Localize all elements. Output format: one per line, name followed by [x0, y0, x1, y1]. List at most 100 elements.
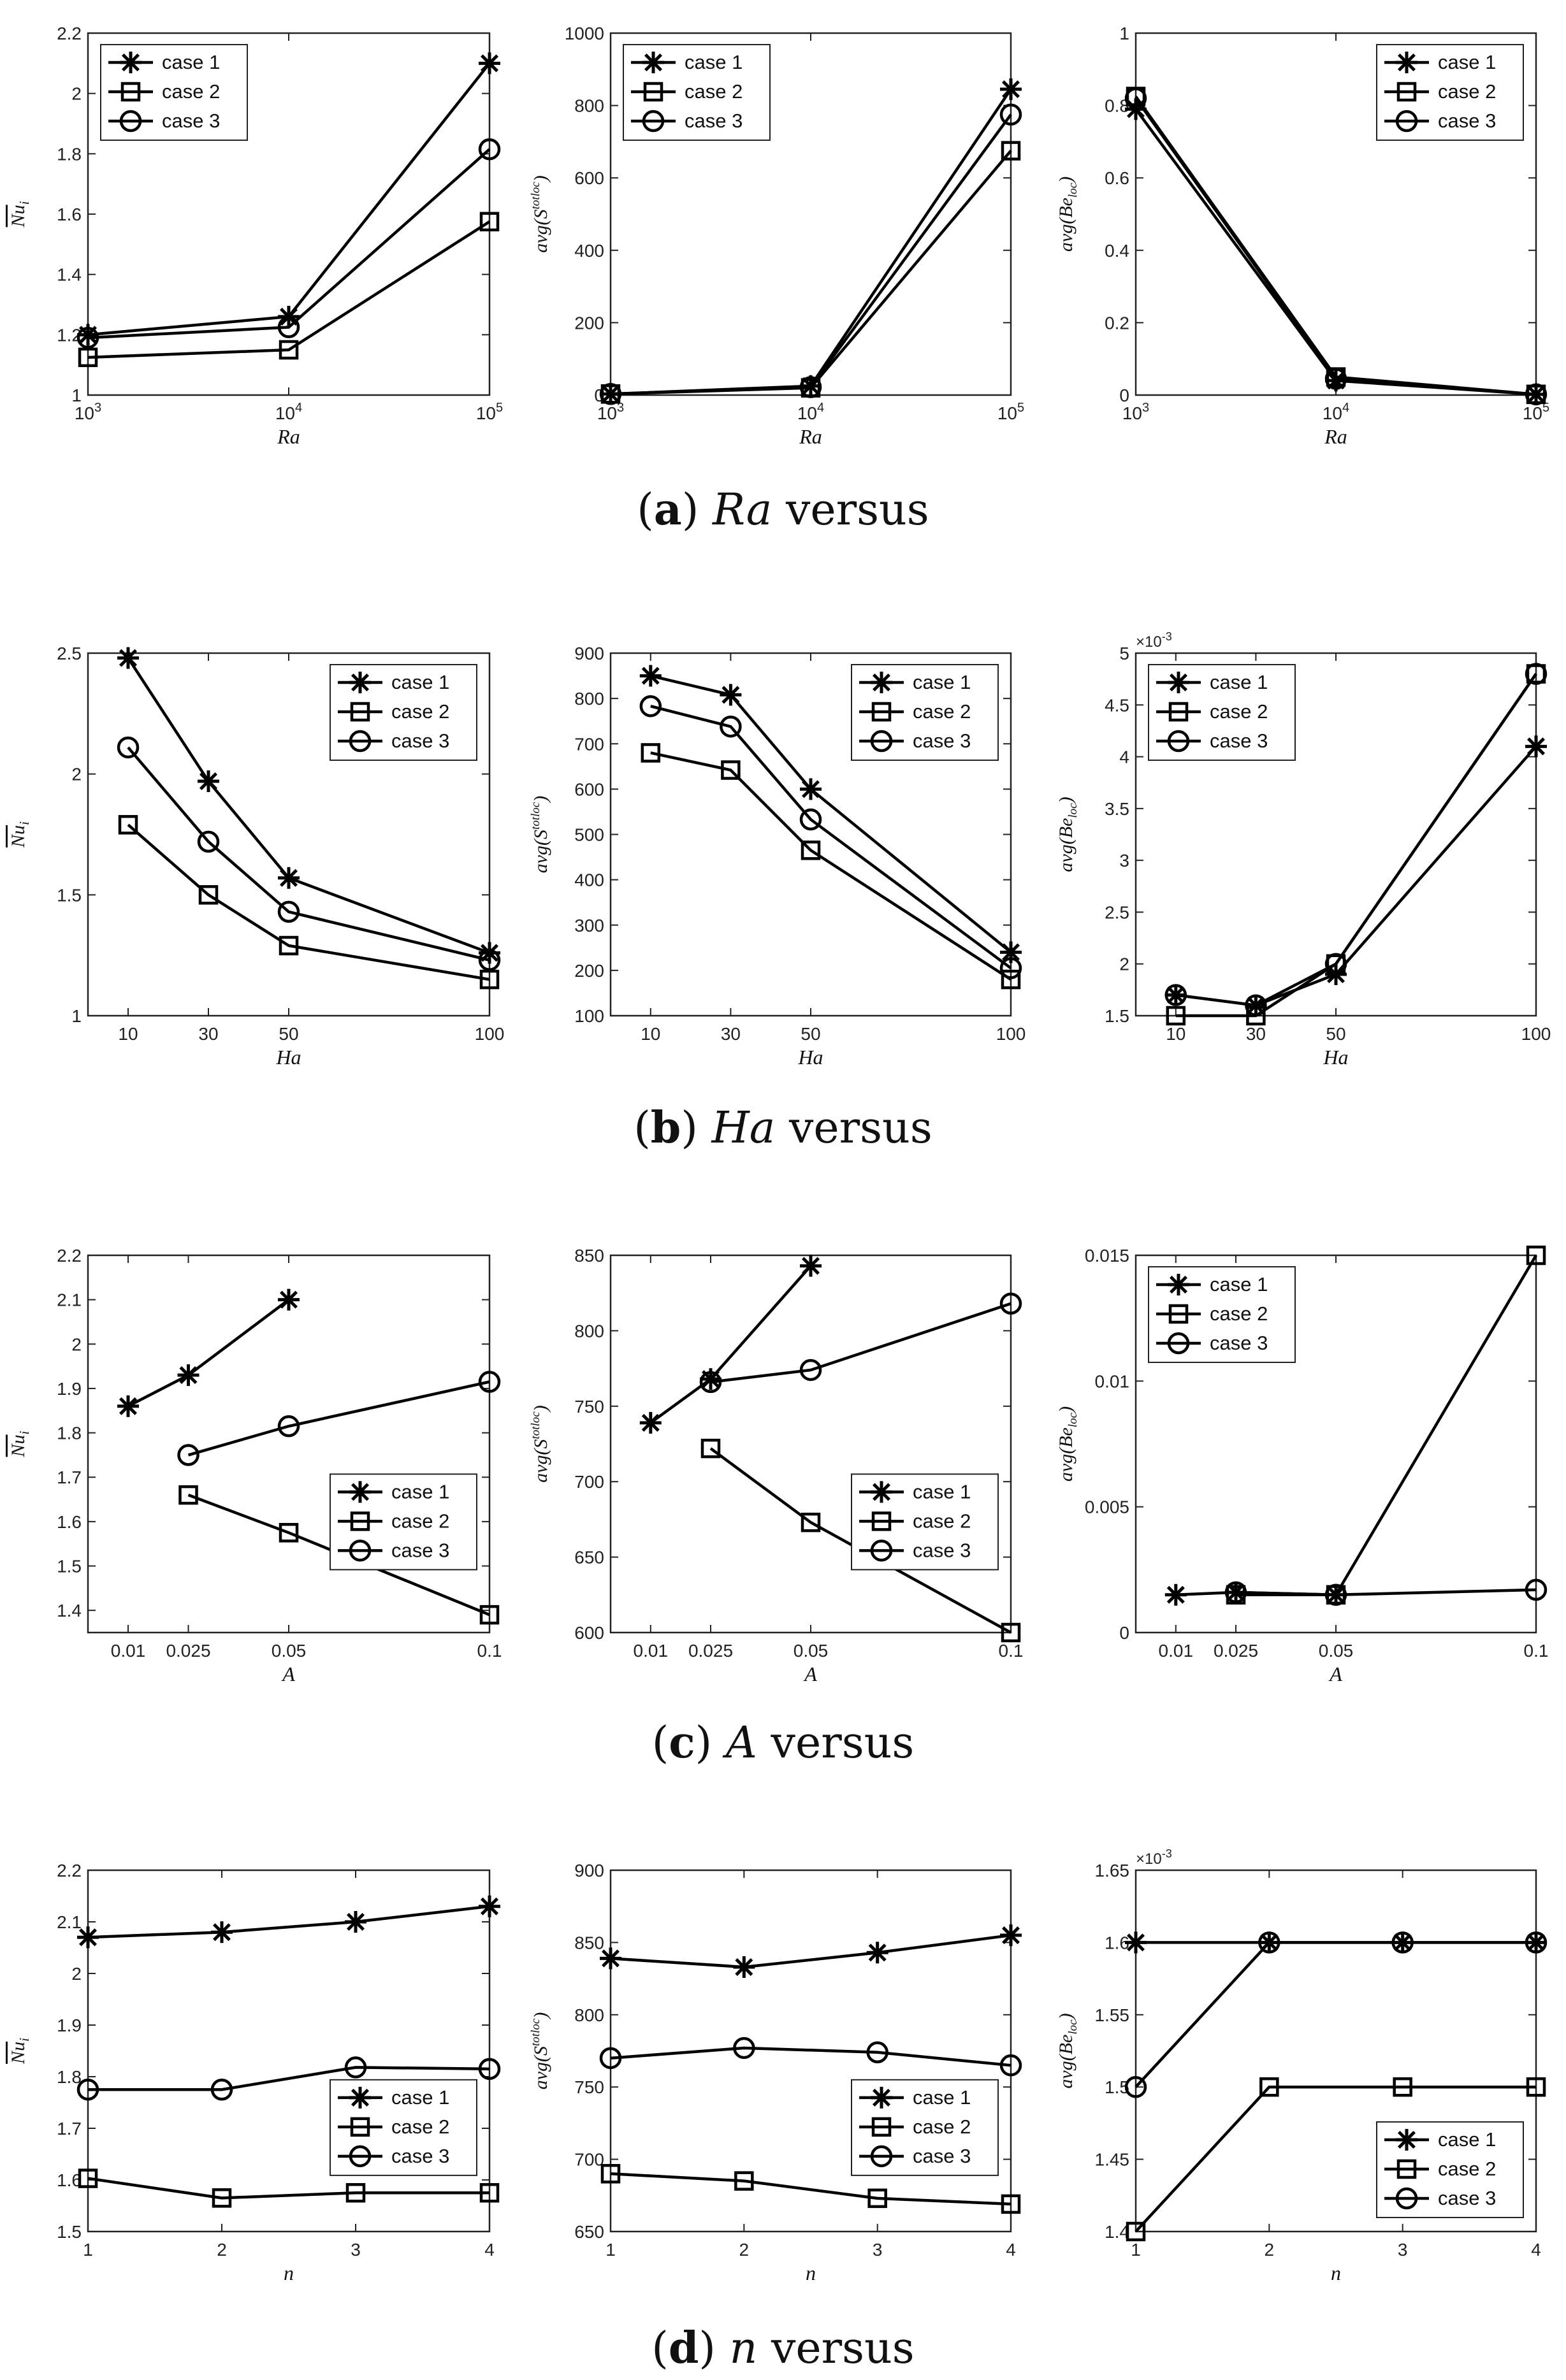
- data-point: [210, 2079, 233, 2101]
- x-tick-label: 105: [1523, 401, 1549, 423]
- y-tick-label: 850: [574, 1933, 604, 1952]
- y-exponent-label: ×10-3: [1136, 630, 1172, 651]
- data-point: [478, 949, 501, 972]
- data-point: [641, 743, 661, 763]
- y-tick-label: 2.1: [57, 1912, 82, 1932]
- x-tick-label: 100: [1521, 1024, 1551, 1044]
- data-point: [1224, 1581, 1247, 1604]
- x-tick-label: 4: [1531, 2240, 1541, 2260]
- legend-label: case 3: [391, 1539, 449, 1561]
- legend-marker: [1395, 2187, 1418, 2210]
- legend-label: case 2: [685, 80, 743, 103]
- data-point: [479, 52, 500, 75]
- plot-frame: [87, 1254, 491, 1634]
- legend-marker: [349, 730, 372, 753]
- y-tick-label: 300: [574, 916, 604, 935]
- data-point: [277, 1415, 300, 1438]
- x-axis-label: A: [803, 1662, 817, 1685]
- data-point: [178, 1485, 198, 1505]
- plot-frame: [609, 1254, 1012, 1634]
- x-tick-label: 30: [198, 1024, 218, 1044]
- y-axis-label: Nui: [8, 201, 32, 227]
- series-line: [610, 2046, 1011, 2067]
- series-line: [650, 705, 1012, 970]
- y-tick-label: 650: [574, 2222, 604, 2242]
- data-point: [1525, 735, 1547, 758]
- legend-marker: [871, 672, 892, 693]
- data-point: [177, 1444, 199, 1466]
- y-tick-label: 0.01: [1095, 1371, 1130, 1391]
- y-tick-label: 1.8: [57, 144, 82, 164]
- x-tick-label: 103: [597, 401, 624, 423]
- series-case-3: [117, 736, 501, 972]
- legend-marker: [349, 2145, 372, 2168]
- legend-label: case 1: [685, 51, 743, 73]
- x-tick-label: 3: [351, 2240, 361, 2260]
- caption-b: (b) Ha versus: [634, 1102, 932, 1153]
- legend-marker: [642, 52, 664, 73]
- series-case-2: [600, 2164, 1021, 2214]
- legend-label: case 1: [1438, 2128, 1496, 2151]
- y-tick-label: 1.45: [1095, 2150, 1130, 2170]
- y-tick-label: 400: [574, 241, 604, 261]
- legend-marker: [871, 2117, 892, 2137]
- x-axis-label: Ra: [1324, 425, 1347, 448]
- data-point: [599, 383, 622, 405]
- series-line: [1235, 1588, 1537, 1597]
- x-tick-label: 10: [118, 1024, 138, 1044]
- y-axis-label: avg(Beloc): [1055, 797, 1080, 872]
- data-point: [277, 900, 300, 923]
- y-tick-label: 200: [574, 961, 604, 981]
- legend-label: case 2: [1438, 2158, 1496, 2180]
- y-axis-label: avg(Stotloc): [529, 796, 551, 874]
- data-point: [1393, 2077, 1412, 2097]
- x-tick-label: 3: [873, 2240, 883, 2260]
- y-tick-label: 2.2: [57, 24, 82, 43]
- legend-label: case 3: [913, 2145, 971, 2167]
- legend: case 1 case 2 case 3: [851, 2079, 999, 2176]
- series-case-3: [639, 695, 1022, 979]
- x-tick-label: 1: [1131, 2240, 1141, 2260]
- legend-marker: [1396, 2159, 1417, 2179]
- y-tick-label: 1: [71, 386, 82, 405]
- y-tick-label: 1: [71, 1006, 82, 1026]
- legend: case 1 case 2 case 3: [330, 1473, 477, 1571]
- chart-c3: 0 0.005 0.01 0.015 0.01 0.025 0.05 0.1 Aavg(Belo…: [1055, 1245, 1548, 1685]
- series-line: [88, 2066, 490, 2091]
- data-point: [345, 2183, 366, 2203]
- legend-marker: [871, 702, 892, 722]
- legend: case 1 case 2 case 3: [1148, 664, 1296, 761]
- x-tick-label: 0.05: [1319, 1641, 1354, 1661]
- legend-label: case 1: [162, 51, 220, 73]
- y-tick-label: 650: [574, 1548, 604, 1568]
- data-point: [117, 647, 139, 669]
- y-tick-label: 750: [574, 1397, 604, 1417]
- legend: case 1 case 2 case 3: [851, 664, 999, 761]
- series-case-3: [76, 2056, 501, 2101]
- data-point: [1166, 1006, 1186, 1026]
- legend-marker: [1168, 702, 1189, 722]
- legend-marker: [1396, 52, 1417, 73]
- legend-label: case 1: [913, 2086, 971, 2109]
- legend-marker: [349, 672, 371, 693]
- series-case-3: [177, 1371, 501, 1466]
- series-case-1: [639, 665, 1022, 963]
- y-tick-label: 400: [574, 870, 604, 890]
- legend-label: case 1: [1210, 671, 1268, 693]
- data-point: [733, 1956, 755, 1978]
- series-case-1: [77, 1895, 500, 1949]
- legend-label: case 2: [913, 700, 971, 723]
- y-tick-label: 1.7: [57, 2119, 82, 2138]
- series-line: [87, 148, 491, 340]
- legend-label: case 1: [391, 671, 449, 693]
- y-tick-label: 1.9: [57, 1379, 82, 1399]
- y-axis-label: Nui: [8, 1431, 32, 1457]
- data-point: [478, 1371, 501, 1393]
- y-tick-label: 900: [574, 1861, 604, 1880]
- y-tick-label: 100: [574, 1006, 604, 1026]
- x-axis-label: Ha: [1323, 1046, 1348, 1069]
- x-axis-label: Ra: [799, 425, 822, 448]
- legend-marker: [349, 1540, 372, 1562]
- legend-marker: [119, 110, 142, 133]
